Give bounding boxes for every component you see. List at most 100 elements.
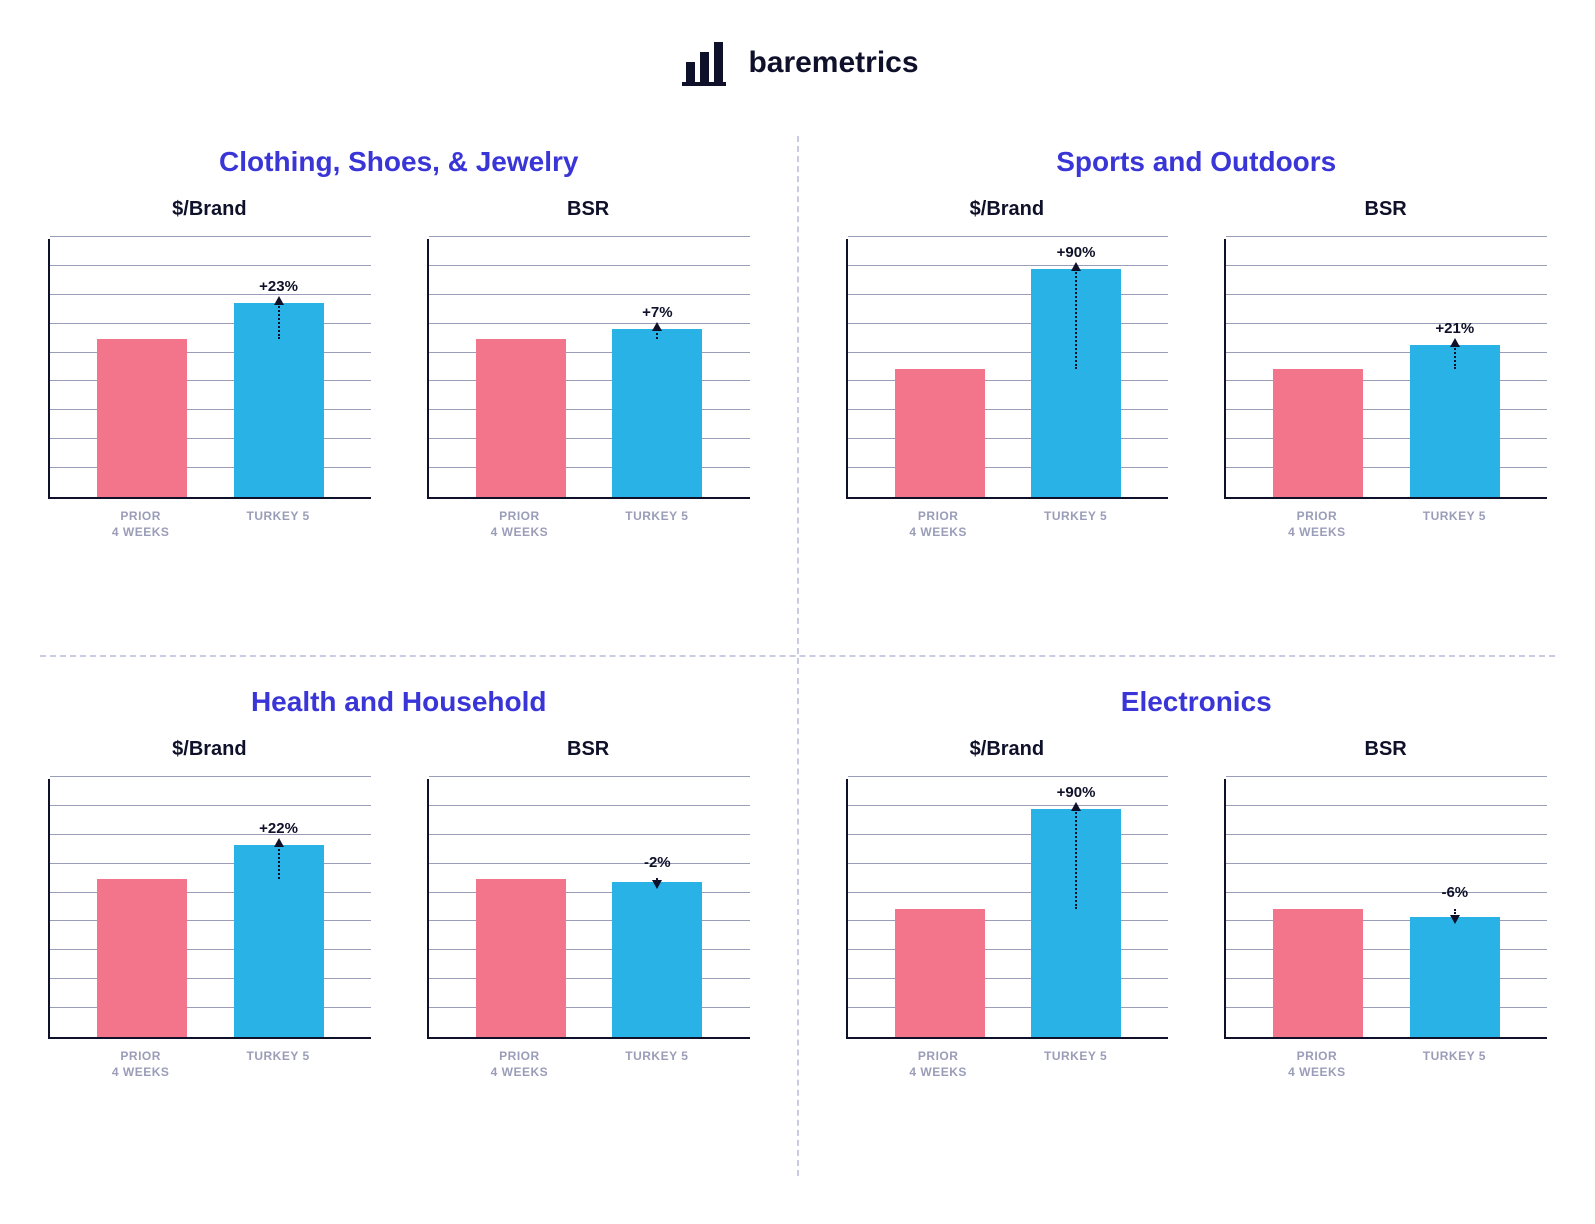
chart-pair: $/Brand+23%PRIOR4 WEEKSTURKEY 5BSR+7%PRI… — [40, 184, 758, 636]
chart: BSR +21% PRIOR4 WEEKS TURKEY 5 — [1216, 184, 1555, 636]
plot-area: +90% — [846, 779, 1169, 1039]
xlabel-turkey: TURKEY 5 — [612, 509, 702, 540]
chart-title: $/Brand — [40, 198, 379, 221]
logo-icon — [676, 34, 734, 92]
delta-label: +21% — [1435, 320, 1474, 337]
bar-turkey-wrap: +22% — [234, 845, 324, 1037]
bar-prior — [476, 339, 566, 497]
xlabel-turkey: TURKEY 5 — [612, 1049, 702, 1080]
bar-prior — [1273, 369, 1363, 497]
delta-label: +90% — [1057, 244, 1096, 261]
bars: -6% — [1226, 779, 1547, 1037]
plot-area: +21% — [1224, 239, 1547, 499]
chart-pair: $/Brand +90% PRIOR4 WEEKS TURKEY 5 BSR -6% PRI… — [838, 724, 1556, 1176]
xlabel-turkey: TURKEY 5 — [1409, 509, 1499, 540]
x-axis-labels: PRIOR4 WEEKS TURKEY 5 — [846, 1039, 1169, 1080]
bars: +22% — [50, 779, 371, 1037]
xlabel-prior: PRIOR4 WEEKS — [893, 1049, 983, 1080]
chart-pair: $/Brand +22% PRIOR4 WEEKS TURKEY 5 BSR -2% PRI… — [40, 724, 758, 1176]
logo-text: baremetrics — [748, 46, 918, 80]
quadrant-title: Health and Household — [40, 686, 758, 718]
charts-grid: Clothing, Shoes, & Jewelry$/Brand+23%PRI… — [0, 116, 1595, 1196]
xlabel-prior: PRIOR4 WEEKS — [474, 509, 564, 540]
bars: +90% — [848, 779, 1169, 1037]
bar-turkey — [612, 329, 702, 497]
chart-title: BSR — [1216, 738, 1555, 761]
quadrant: Clothing, Shoes, & Jewelry$/Brand+23%PRI… — [0, 116, 798, 656]
bar-turkey-wrap: +90% — [1031, 269, 1121, 497]
bar-turkey — [1410, 345, 1500, 497]
bar-turkey-wrap: +90% — [1031, 809, 1121, 1037]
xlabel-turkey: TURKEY 5 — [233, 1049, 323, 1080]
bar-turkey — [1031, 809, 1121, 1037]
bar-turkey — [612, 882, 702, 1037]
x-axis-labels: PRIOR4 WEEKS TURKEY 5 — [48, 1039, 371, 1080]
quadrant: Health and Household$/Brand+22%PRIOR4 WE… — [0, 656, 798, 1196]
bars: +23% — [50, 239, 371, 497]
xlabel-prior: PRIOR4 WEEKS — [96, 509, 186, 540]
gridline — [848, 776, 1169, 777]
xlabel-turkey: TURKEY 5 — [1031, 509, 1121, 540]
x-axis-labels: PRIOR4 WEEKS TURKEY 5 — [427, 499, 750, 540]
bars: +7% — [429, 239, 750, 497]
chart: $/Brand +23% PRIOR4 WEEKS TURKEY 5 — [40, 184, 379, 636]
horizontal-divider — [40, 655, 1555, 657]
chart-title: $/Brand — [40, 738, 379, 761]
plot-area: +22% — [48, 779, 371, 1039]
bars: +90% — [848, 239, 1169, 497]
chart: BSR -6% PRIOR4 WEEKS TURKEY 5 — [1216, 724, 1555, 1176]
bar-prior — [476, 879, 566, 1037]
delta-label: +22% — [259, 820, 298, 837]
chart-title: BSR — [1216, 198, 1555, 221]
bar-prior — [895, 369, 985, 497]
chart: $/Brand +22% PRIOR4 WEEKS TURKEY 5 — [40, 724, 379, 1176]
gridline — [429, 236, 750, 237]
bar-turkey-wrap: +7% — [612, 329, 702, 497]
bar-turkey-wrap: +23% — [234, 303, 324, 497]
chart: BSR +7% PRIOR4 WEEKS TURKEY 5 — [419, 184, 758, 636]
delta-label: +23% — [259, 278, 298, 295]
xlabel-prior: PRIOR4 WEEKS — [1272, 1049, 1362, 1080]
gridline — [429, 776, 750, 777]
chart-pair: $/Brand +90% PRIOR4 WEEKS TURKEY 5 BSR +21% PR… — [838, 184, 1556, 636]
x-axis-labels: PRIOR4 WEEKS TURKEY 5 — [48, 499, 371, 540]
x-axis-labels: PRIOR4 WEEKS TURKEY 5 — [427, 1039, 750, 1080]
xlabel-prior: PRIOR4 WEEKS — [893, 509, 983, 540]
quadrant-title: Electronics — [838, 686, 1556, 718]
xlabel-prior: PRIOR4 WEEKS — [96, 1049, 186, 1080]
gridline — [1226, 236, 1547, 237]
chart-title: $/Brand — [838, 198, 1177, 221]
gridline — [50, 776, 371, 777]
xlabel-turkey: TURKEY 5 — [1409, 1049, 1499, 1080]
delta-label: +90% — [1057, 784, 1096, 801]
bars: -2% — [429, 779, 750, 1037]
bar-turkey — [234, 303, 324, 497]
bar-turkey — [1031, 269, 1121, 497]
xlabel-turkey: TURKEY 5 — [233, 509, 323, 540]
xlabel-turkey: TURKEY 5 — [1031, 1049, 1121, 1080]
quadrant: Electronics $/Brand +90% PRIOR4 WEEKS TURKEY… — [798, 656, 1595, 1196]
xlabel-prior: PRIOR4 WEEKS — [474, 1049, 564, 1080]
plot-area: +7% — [427, 239, 750, 499]
quadrant-title: Clothing, Shoes, & Jewelry — [40, 146, 758, 178]
bar-prior — [97, 339, 187, 497]
x-axis-labels: PRIOR4 WEEKS TURKEY 5 — [1224, 1039, 1547, 1080]
gridline — [50, 236, 371, 237]
chart-title: $/Brand — [838, 738, 1177, 761]
plot-area: -6% — [1224, 779, 1547, 1039]
gridline — [848, 236, 1169, 237]
plot-area: -2% — [427, 779, 750, 1039]
delta-label: +7% — [642, 304, 672, 321]
delta-label: -6% — [1441, 884, 1468, 901]
bar-turkey — [1410, 917, 1500, 1037]
delta-label: -2% — [644, 854, 671, 871]
chart-title: BSR — [419, 198, 758, 221]
chart-title: BSR — [419, 738, 758, 761]
gridline — [1226, 776, 1547, 777]
chart: BSR -2% PRIOR4 WEEKS TURKEY 5 — [419, 724, 758, 1176]
bar-turkey-wrap: +21% — [1410, 345, 1500, 497]
bar-turkey — [234, 845, 324, 1037]
xlabel-prior: PRIOR4 WEEKS — [1272, 509, 1362, 540]
plot-area: +90% — [846, 239, 1169, 499]
logo-area: baremetrics — [0, 0, 1595, 116]
